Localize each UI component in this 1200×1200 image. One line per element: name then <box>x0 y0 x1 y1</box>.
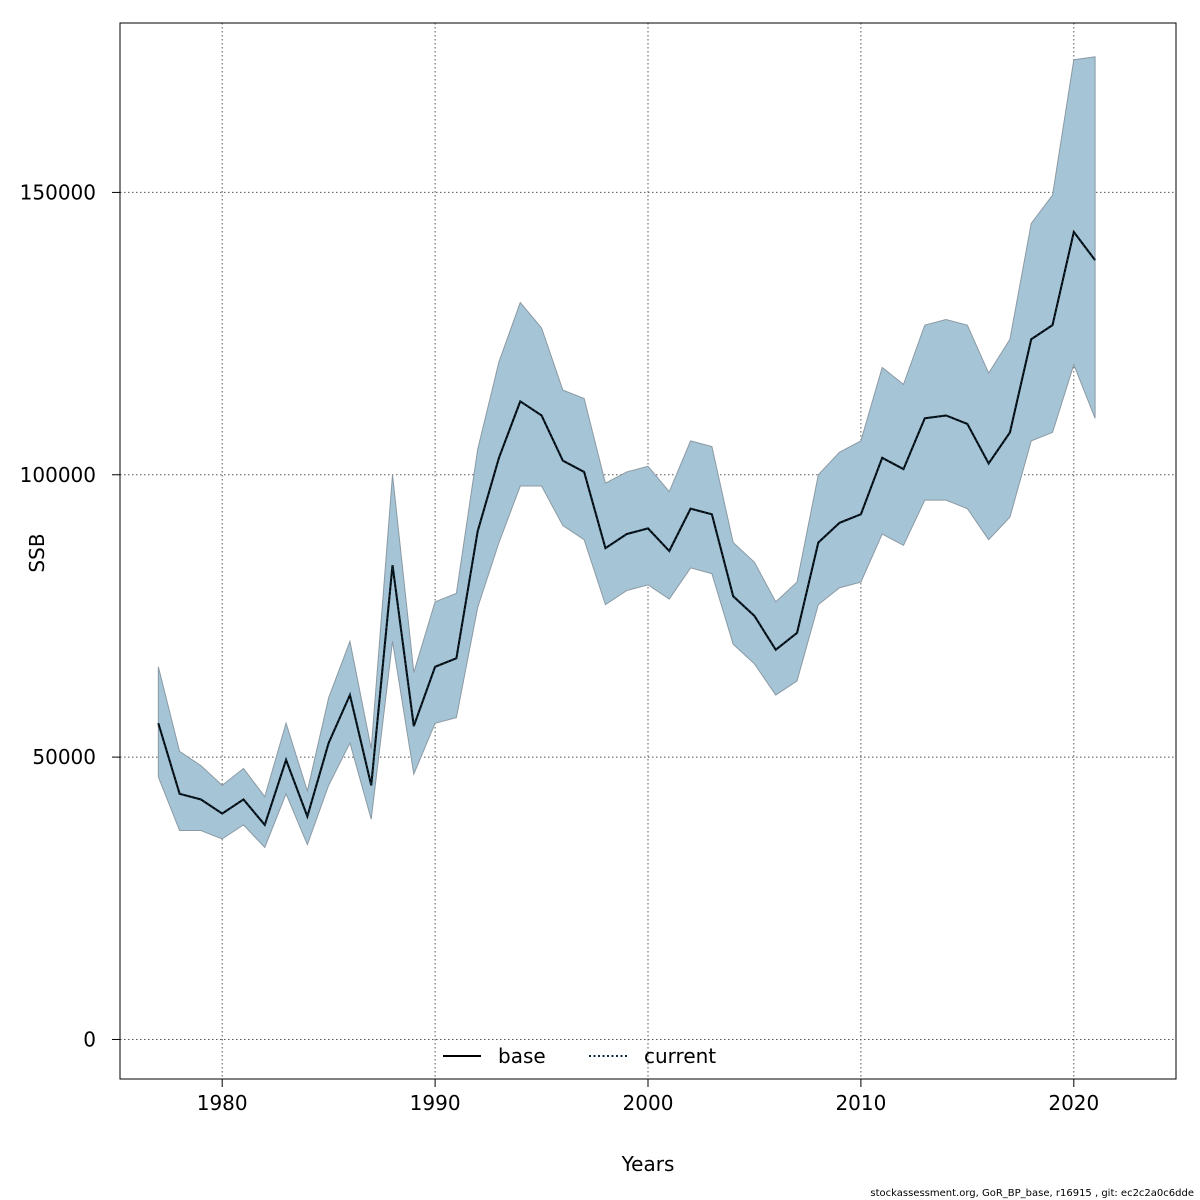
x-axis: 1980 1990 2000 2010 2020 <box>197 1079 1099 1115</box>
confidence-band <box>157 56 1096 849</box>
legend-label-current: current <box>644 1044 716 1068</box>
y-axis: 0 50000 100000 150000 <box>20 180 120 1051</box>
x-axis-title: Years <box>621 1152 675 1176</box>
y-tick-label: 100000 <box>20 463 96 487</box>
y-tick-label: 150000 <box>20 180 96 204</box>
x-tick-label: 2010 <box>835 1091 886 1115</box>
x-tick-label: 1990 <box>410 1091 461 1115</box>
legend-label-base: base <box>498 1044 546 1068</box>
x-tick-label: 2000 <box>623 1091 674 1115</box>
y-tick-label: 50000 <box>32 745 96 769</box>
confidence-band-layer <box>157 56 1096 849</box>
y-axis-title: SSB <box>25 533 49 572</box>
x-tick-label: 1980 <box>197 1091 248 1115</box>
y-tick-label: 0 <box>83 1027 96 1051</box>
x-tick-label: 2020 <box>1048 1091 1099 1115</box>
series-line-current <box>157 229 1096 827</box>
series-lines-layer <box>157 229 1096 827</box>
legend: base current <box>443 1044 716 1068</box>
footer-credit: stockassessment.org, GoR_BP_base, r16915… <box>870 1188 1194 1199</box>
